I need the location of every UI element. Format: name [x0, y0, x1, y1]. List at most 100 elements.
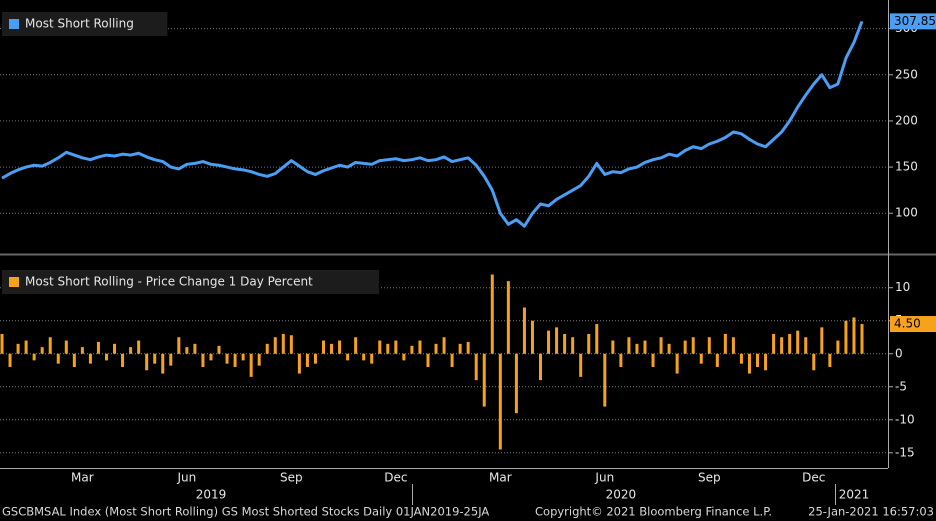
- bar: [780, 337, 784, 354]
- bar: [257, 353, 261, 366]
- bar: [603, 353, 607, 407]
- bar: [458, 343, 462, 354]
- value-tag-label: 307.85: [894, 14, 936, 28]
- bar: [450, 353, 454, 367]
- bar: [731, 337, 735, 354]
- bar: [563, 333, 567, 354]
- bar: [129, 347, 133, 354]
- year-label: 2019: [196, 488, 227, 502]
- bar: [739, 353, 743, 364]
- bar: [305, 353, 309, 367]
- bar: [378, 340, 382, 354]
- bar: [297, 353, 301, 374]
- bar: [265, 343, 269, 354]
- bar: [16, 343, 20, 354]
- bar: [346, 353, 350, 361]
- bar: [161, 353, 165, 374]
- y-tick-label: 250: [895, 67, 918, 81]
- bar: [330, 343, 334, 354]
- legend-label: Most Short Rolling - Price Change 1 Day …: [25, 275, 313, 289]
- bar: [201, 353, 205, 367]
- bar: [547, 330, 551, 354]
- value-tag: [890, 316, 936, 333]
- x-tick-label: Jun: [176, 471, 196, 485]
- bar: [370, 353, 374, 364]
- bar: [8, 353, 12, 367]
- line: [1, 20, 864, 228]
- bar: [225, 353, 229, 364]
- bar: [386, 343, 390, 354]
- bar: [611, 340, 615, 354]
- bar: [418, 340, 422, 354]
- bar: [321, 340, 325, 354]
- bar: [772, 333, 776, 354]
- bar: [474, 353, 478, 381]
- y-tick-label: 200: [895, 113, 918, 127]
- bar: [249, 353, 253, 377]
- y-tick-label: 0: [895, 346, 903, 360]
- bar: [96, 341, 100, 354]
- bar: [820, 327, 824, 354]
- bar: [209, 353, 213, 361]
- y-tick-label: -5: [895, 379, 907, 393]
- bar: [587, 333, 591, 354]
- x-tick-label: Sep: [280, 471, 303, 485]
- bar: [426, 353, 430, 367]
- bar: [651, 353, 655, 367]
- bar: [217, 345, 221, 354]
- bar: [177, 337, 181, 354]
- bar: [289, 335, 293, 354]
- bar: [667, 343, 671, 354]
- bar: [514, 353, 518, 414]
- x-tick-label: Mar: [489, 471, 512, 485]
- bar: [539, 353, 543, 381]
- bar: [715, 353, 719, 367]
- y-tick-label: 100: [895, 206, 918, 220]
- bar: [699, 353, 703, 364]
- bar: [80, 347, 84, 354]
- bar: [828, 353, 832, 367]
- bar: [434, 343, 438, 354]
- bar: [675, 353, 679, 374]
- bar: [402, 353, 406, 361]
- x-tick-label: Dec: [802, 471, 825, 485]
- bar: [104, 353, 108, 361]
- legend-box: [2, 12, 168, 36]
- bar: [804, 337, 808, 354]
- bar: [121, 353, 125, 367]
- bar: [281, 333, 285, 354]
- bar: [466, 341, 470, 354]
- value-tag-label: 4.50: [894, 317, 921, 331]
- bar: [72, 353, 76, 367]
- bar: [756, 353, 760, 367]
- x-tick-label: Mar: [71, 471, 94, 485]
- bar: [24, 340, 28, 354]
- bar: [193, 343, 197, 354]
- bar: [410, 345, 414, 354]
- bar: [522, 307, 526, 354]
- bar: [683, 340, 687, 354]
- bar: [506, 281, 510, 354]
- bar: [635, 343, 639, 354]
- year-label: 2020: [606, 488, 637, 502]
- bar: [48, 337, 52, 354]
- bar: [659, 337, 663, 354]
- bar: [852, 317, 856, 354]
- bar: [88, 353, 92, 364]
- bar: [764, 353, 768, 371]
- bar: [273, 337, 277, 354]
- x-tick-label: Sep: [698, 471, 721, 485]
- bar: [643, 340, 647, 354]
- bar: [145, 353, 149, 371]
- bar: [362, 353, 366, 361]
- bar: [579, 353, 583, 377]
- legend-box: [2, 270, 380, 294]
- y-tick-label: 150: [895, 160, 918, 174]
- bar: [313, 353, 317, 364]
- bar: [836, 340, 840, 354]
- bar: [490, 274, 494, 354]
- bar: [32, 353, 36, 361]
- bar: [691, 337, 695, 354]
- bar: [56, 353, 60, 364]
